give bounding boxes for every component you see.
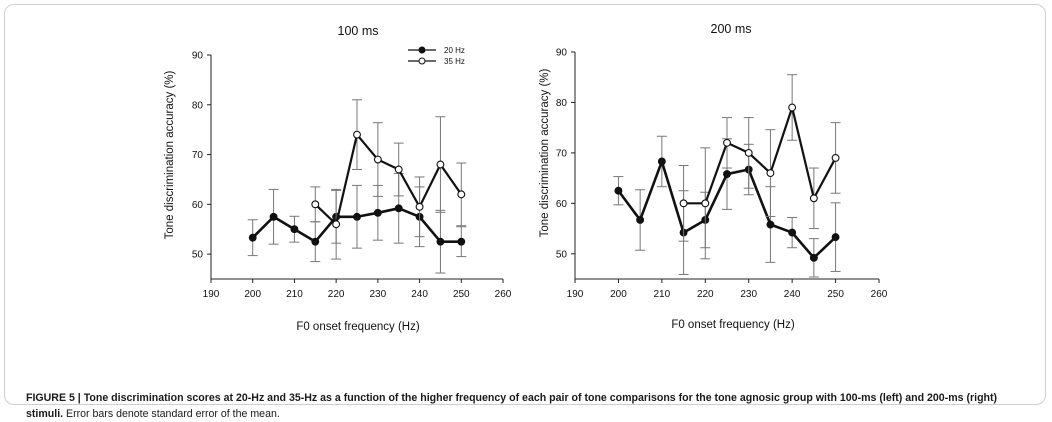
axes: 50 60 70 80 90 190 200 210 220 230 240 250 260 [556, 48, 888, 301]
series-20hz-point [614, 186, 623, 195]
y-tick-label: 60 [556, 199, 568, 210]
y-tick-label: 80 [556, 98, 568, 109]
y-tick-label: 50 [556, 249, 568, 260]
figure-caption: FIGURE 5 | Tone discrimination scores at… [26, 390, 1026, 422]
axes: 50 60 70 80 90 190 200 210 220 230 240 250 260 [192, 51, 512, 301]
series-35hz-line [314, 133, 463, 226]
series-35hz-point [457, 190, 466, 199]
series-35hz-point [332, 220, 341, 229]
caption-rest: Error bars denote standard error of the … [63, 408, 280, 420]
chart-200ms: 200 ms Tone discrimination accuracy (%) … [539, 22, 888, 331]
series-35hz-point [679, 199, 688, 208]
y-tick-label: 70 [556, 148, 568, 159]
series-35hz-point [394, 165, 403, 174]
x-axis-label: F0 onset frequency (Hz) [671, 319, 795, 331]
x-tick-label: 190 [203, 289, 220, 300]
chart-title: 100 ms [338, 24, 379, 38]
series-20hz-point [394, 204, 403, 213]
x-tick-label: 220 [328, 289, 345, 300]
series-35hz-point [788, 103, 797, 112]
chart-title: 200 ms [711, 22, 752, 36]
series-35hz-point [723, 138, 731, 147]
x-tick-label: 220 [697, 289, 714, 300]
series-35hz-point [415, 202, 424, 211]
y-tick-label: 80 [192, 100, 204, 111]
y-axis-label: Tone discrimination accuracy (%) [539, 68, 551, 237]
series-20hz-point [269, 212, 278, 221]
x-tick-label: 260 [871, 289, 888, 300]
series-20hz-point [311, 237, 320, 246]
x-tick-label: 230 [370, 289, 387, 300]
x-tick-label: 230 [740, 289, 757, 300]
series-35hz-point [311, 200, 320, 209]
series-35hz-point [701, 199, 710, 208]
x-tick-label: 190 [567, 289, 584, 300]
figure-charts: 100 ms Tone discrimination accuracy (%) … [164, 22, 888, 333]
legend-label: 35 Hz [444, 57, 465, 66]
series-20hz-point [657, 157, 666, 166]
x-tick-label: 210 [654, 289, 671, 300]
series-20hz-point [457, 237, 466, 246]
x-tick-label: 240 [784, 289, 801, 300]
series-20hz-point [248, 233, 257, 242]
series-20hz-point [636, 216, 645, 224]
x-tick-label: 250 [453, 289, 470, 300]
x-tick-label: 210 [286, 289, 303, 300]
y-tick-label: 70 [192, 150, 204, 161]
x-tick-label: 200 [610, 289, 627, 300]
series-20hz-point [766, 220, 775, 229]
x-tick-label: 260 [495, 289, 512, 300]
y-tick-label: 90 [192, 51, 204, 62]
series-35hz-point [436, 160, 445, 169]
series-35hz-point [831, 153, 840, 162]
plot-marks [613, 74, 841, 278]
series-35hz-point [744, 148, 753, 157]
series-20hz-point [788, 228, 797, 237]
y-axis-label: Tone discrimination accuracy (%) [164, 70, 176, 239]
x-tick-label: 250 [827, 289, 844, 300]
series-35hz-point [353, 130, 361, 139]
series-20hz-point [809, 253, 818, 262]
series-35hz-point [809, 194, 818, 203]
x-tick-label: 240 [411, 289, 428, 300]
y-tick-label: 60 [192, 200, 204, 211]
legend-marker [418, 46, 426, 54]
series-20hz-point [723, 170, 731, 179]
series-35hz-point [766, 169, 775, 178]
x-tick-label: 200 [244, 289, 261, 300]
series-20hz-point [353, 212, 361, 221]
legend-label: 20 Hz [444, 46, 465, 55]
series-20hz-point [436, 237, 445, 246]
series-20hz-point [373, 208, 382, 217]
series-20hz-point [290, 225, 299, 234]
series-35hz-point [373, 155, 382, 164]
legend-marker [418, 57, 426, 65]
chart-100ms: 100 ms Tone discrimination accuracy (%) … [164, 24, 512, 333]
series-20hz-point [831, 233, 840, 242]
legend: 20 Hz 35 Hz [408, 46, 465, 66]
y-tick-label: 90 [556, 48, 568, 59]
y-tick-label: 50 [192, 250, 204, 261]
figure-frame [4, 4, 1046, 405]
x-axis-label: F0 onset frequency (Hz) [296, 321, 420, 333]
series-35hz-line [683, 106, 837, 205]
plot-marks [247, 99, 467, 274]
